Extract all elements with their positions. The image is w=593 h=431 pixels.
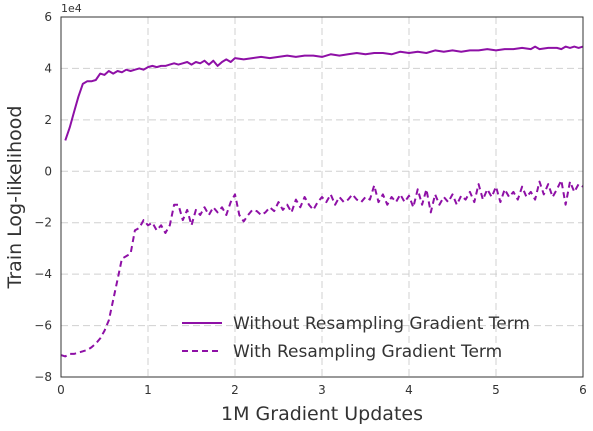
legend-label-with-resampling: With Resampling Gradient Term	[233, 342, 502, 362]
y-tick-label: 2	[44, 113, 52, 127]
legend-label-without-resampling: Without Resampling Gradient Term	[233, 314, 530, 334]
y-axis-ticks: −8 −6 −4 −2 0 2 4 6	[34, 10, 52, 384]
x-tick-label: 6	[579, 383, 587, 397]
x-tick-label: 5	[492, 383, 500, 397]
plot-frame	[60, 16, 584, 378]
x-tick-label: 1	[144, 383, 152, 397]
x-tick-label: 0	[57, 383, 65, 397]
y-tick-label: −4	[34, 267, 52, 281]
x-axis-title: 1M Gradient Updates	[221, 403, 423, 425]
y-axis-title: Train Log-likelihood	[4, 106, 26, 290]
series-line-with-resampling	[60, 179, 584, 358]
x-tick-label: 4	[405, 383, 413, 397]
x-tick-label: 2	[231, 383, 239, 397]
y-tick-label: 0	[44, 164, 52, 178]
y-tick-label: −8	[34, 370, 52, 384]
y-offset-label: 1e4	[61, 2, 82, 15]
y-tick-label: −2	[34, 216, 52, 230]
x-axis-ticks: 0 1 2 3 4 5 6	[57, 383, 587, 397]
series-layer	[60, 45, 584, 358]
x-tick-label: 3	[318, 383, 326, 397]
legend: Without Resampling Gradient Term With Re…	[182, 314, 530, 362]
y-tick-label: 6	[44, 10, 52, 24]
y-tick-label: −6	[34, 319, 52, 333]
y-tick-label: 4	[44, 61, 52, 75]
series-line-without-resampling	[64, 45, 584, 141]
